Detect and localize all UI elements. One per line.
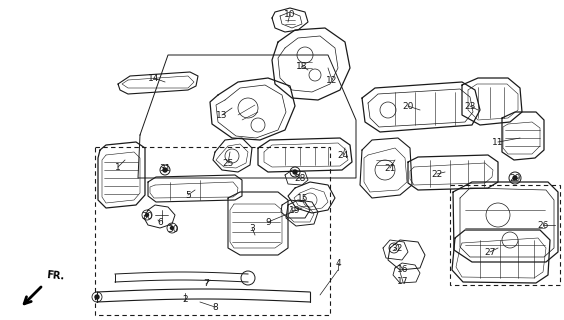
Text: 19: 19 [289, 205, 301, 214]
Text: 25: 25 [222, 158, 233, 167]
Text: 32: 32 [391, 244, 403, 252]
Text: 10: 10 [284, 10, 296, 19]
Circle shape [146, 213, 148, 217]
Text: 6: 6 [157, 218, 163, 227]
Circle shape [293, 170, 297, 174]
Text: 3: 3 [249, 223, 255, 233]
Text: 4: 4 [335, 259, 341, 268]
Text: 30: 30 [141, 212, 153, 220]
Text: 17: 17 [397, 277, 409, 286]
Text: 14: 14 [148, 74, 160, 83]
Text: 9: 9 [265, 218, 271, 227]
Text: 15: 15 [297, 194, 309, 203]
Text: 30: 30 [168, 225, 179, 234]
Text: 2: 2 [182, 295, 188, 305]
Circle shape [95, 295, 99, 299]
Text: 24: 24 [337, 150, 349, 159]
Text: 5: 5 [185, 190, 191, 199]
Text: 31: 31 [159, 164, 171, 172]
Text: 26: 26 [537, 220, 549, 229]
Text: 21: 21 [384, 164, 396, 172]
Circle shape [170, 227, 174, 229]
Text: 28: 28 [294, 173, 306, 182]
Text: FR.: FR. [46, 270, 65, 282]
Text: 8: 8 [212, 302, 218, 311]
Text: 29: 29 [509, 173, 521, 182]
Text: 23: 23 [464, 101, 475, 110]
Bar [450, 185, 560, 285]
Circle shape [163, 168, 167, 172]
Text: 22: 22 [431, 170, 443, 179]
Bar [95, 147, 330, 315]
Text: 18: 18 [296, 61, 308, 70]
Text: 7: 7 [203, 279, 209, 289]
Text: 13: 13 [216, 110, 228, 119]
Text: 27: 27 [484, 247, 496, 257]
Circle shape [513, 176, 517, 180]
Text: 12: 12 [327, 76, 338, 84]
Text: 20: 20 [402, 101, 413, 110]
Text: 16: 16 [397, 266, 409, 275]
Text: 1: 1 [115, 163, 121, 172]
Text: 11: 11 [492, 138, 504, 147]
